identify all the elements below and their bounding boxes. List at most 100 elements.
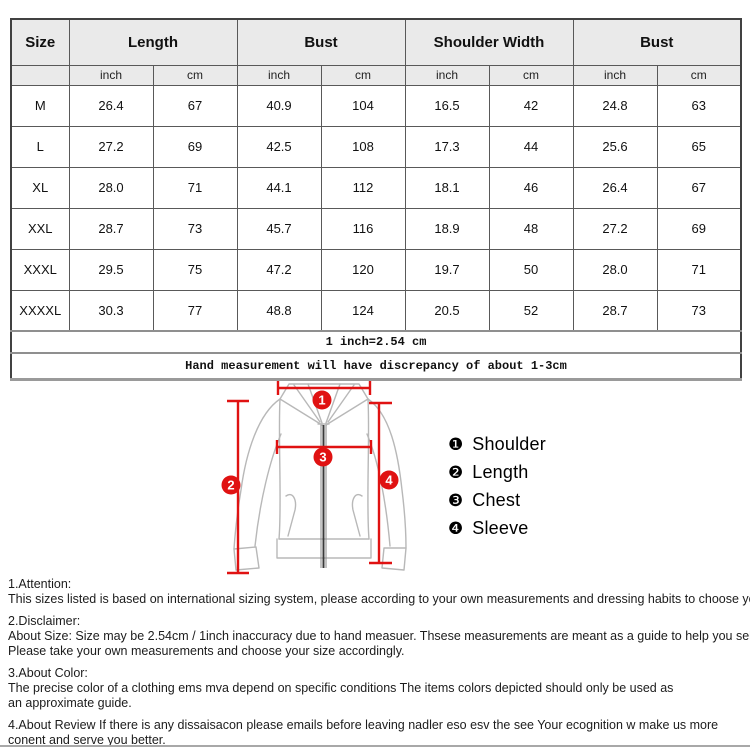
cell: 17.3 (404, 125, 490, 168)
cell: 46 (488, 166, 574, 209)
cell: 42 (488, 84, 574, 127)
cell: 18.1 (404, 166, 490, 209)
cell: 25.6 (572, 125, 658, 168)
header-size: Size (10, 18, 70, 66)
disclaimer-text-1: About Size: Size may be 2.54cm / 1inch i… (8, 629, 750, 643)
attention-title: 1.Attention: (8, 577, 72, 591)
about-color-section: 3.About Color: The precise color of a cl… (8, 666, 748, 711)
cell: 20.5 (404, 289, 490, 332)
cell: 67 (152, 84, 238, 127)
table-note-inch-row: 1 inch=2.54 cm (10, 330, 742, 354)
about-review-text-1: 4.About Review If there is any dissaisac… (8, 718, 719, 732)
cell: 75 (152, 248, 238, 291)
legend-label: Shoulder (472, 433, 546, 454)
marker-4-number: 4 (385, 473, 393, 488)
cell: 69 (152, 125, 238, 168)
attention-section: 1.Attention: This sizes listed is based … (8, 577, 750, 607)
header-length: Length (68, 18, 238, 66)
measurement-legend: ❶ Shoulder ❷ Length ❸ Chest ❹ Sleeve (448, 430, 546, 542)
cell: 29.5 (68, 248, 154, 291)
cell: 26.4 (68, 84, 154, 127)
hand-measurement-note: Hand measurement will have discrepancy o… (10, 352, 742, 380)
table-row-m: M 26.4 67 40.9 104 16.5 42 24.8 63 (10, 84, 742, 127)
size-label: L (10, 125, 70, 168)
circled-4-icon: ❹ (448, 518, 464, 538)
cell: 108 (320, 125, 406, 168)
legend-item-chest: ❸ Chest (448, 486, 546, 514)
cell: 48 (488, 207, 574, 250)
legend-label: Sleeve (472, 517, 529, 538)
about-color-text-2: an approximate guide. (8, 696, 132, 710)
legend-item-sleeve: ❹ Sleeve (448, 514, 546, 542)
cell: 19.7 (404, 248, 490, 291)
about-color-text-1: The precise color of a clothing ems mva … (8, 681, 674, 695)
bottom-divider (0, 745, 750, 747)
unit-header: cm (656, 64, 742, 86)
cell: 45.7 (236, 207, 322, 250)
table-row-xxl: XXL 28.7 73 45.7 116 18.9 48 27.2 69 (10, 207, 742, 250)
header-bust: Bust (236, 18, 406, 66)
cell: 18.9 (404, 207, 490, 250)
cell: 47.2 (236, 248, 322, 291)
size-label: XXXXL (10, 289, 70, 332)
cell: 116 (320, 207, 406, 250)
marker-2-number: 2 (227, 478, 234, 493)
inch-conversion-note: 1 inch=2.54 cm (10, 330, 742, 354)
hoodie-measurement-diagram: 1 2 3 4 (221, 381, 407, 575)
table-row-l: L 27.2 69 42.5 108 17.3 44 25.6 65 (10, 125, 742, 168)
cell: 27.2 (68, 125, 154, 168)
cell: 52 (488, 289, 574, 332)
cell: 73 (152, 207, 238, 250)
cell: 40.9 (236, 84, 322, 127)
size-label: XXL (10, 207, 70, 250)
cell: 44 (488, 125, 574, 168)
cell: 28.7 (572, 289, 658, 332)
cell: 28.0 (572, 248, 658, 291)
cell: 16.5 (404, 84, 490, 127)
cell: 120 (320, 248, 406, 291)
marker-1-number: 1 (318, 393, 325, 408)
legend-item-length: ❷ Length (448, 458, 546, 486)
marker-4-circle (379, 470, 399, 490)
cell: 50 (488, 248, 574, 291)
table-row-xl: XL 28.0 71 44.1 112 18.1 46 26.4 67 (10, 166, 742, 209)
unit-header: cm (152, 64, 238, 86)
about-color-title: 3.About Color: (8, 666, 88, 680)
cell: 26.4 (572, 166, 658, 209)
unit-header: inch (572, 64, 658, 86)
hoodie-outline-drawing (233, 383, 407, 571)
circled-1-icon: ❶ (448, 434, 464, 454)
disclaimer-title: 2.Disclaimer: (8, 614, 81, 628)
cell: 73 (656, 289, 742, 332)
size-label: XXXL (10, 248, 70, 291)
header-shoulder-width: Shoulder Width (404, 18, 574, 66)
attention-text: This sizes listed is based on internatio… (8, 592, 750, 606)
cell: 24.8 (572, 84, 658, 127)
disclaimer-section: 2.Disclaimer: About Size: Size may be 2.… (8, 614, 750, 659)
table-note-measure-row: Hand measurement will have discrepancy o… (10, 352, 742, 380)
cell: 42.5 (236, 125, 322, 168)
footnotes: 1.Attention: This sizes listed is based … (8, 577, 750, 750)
marker-3-circle (313, 447, 333, 467)
cell: 69 (656, 207, 742, 250)
table-row-xxxxl: XXXXL 30.3 77 48.8 124 20.5 52 28.7 73 (10, 289, 742, 332)
cell: 28.0 (68, 166, 154, 209)
legend-label: Length (472, 461, 529, 482)
unit-header: cm (488, 64, 574, 86)
cell: 104 (320, 84, 406, 127)
marker-3-number: 3 (319, 450, 326, 465)
cell: 112 (320, 166, 406, 209)
sleeve-measure-line (369, 401, 392, 565)
size-label: M (10, 84, 70, 127)
measurement-lines: 1 2 3 4 (221, 381, 399, 575)
cell: 48.8 (236, 289, 322, 332)
unit-header: cm (320, 64, 406, 86)
circled-3-icon: ❸ (448, 490, 464, 510)
cell: 44.1 (236, 166, 322, 209)
cell: 63 (656, 84, 742, 127)
cell: 67 (656, 166, 742, 209)
disclaimer-text-2: Please take your own measurements and ch… (8, 644, 405, 658)
cell: 30.3 (68, 289, 154, 332)
shoulder-measure-line (276, 381, 372, 395)
